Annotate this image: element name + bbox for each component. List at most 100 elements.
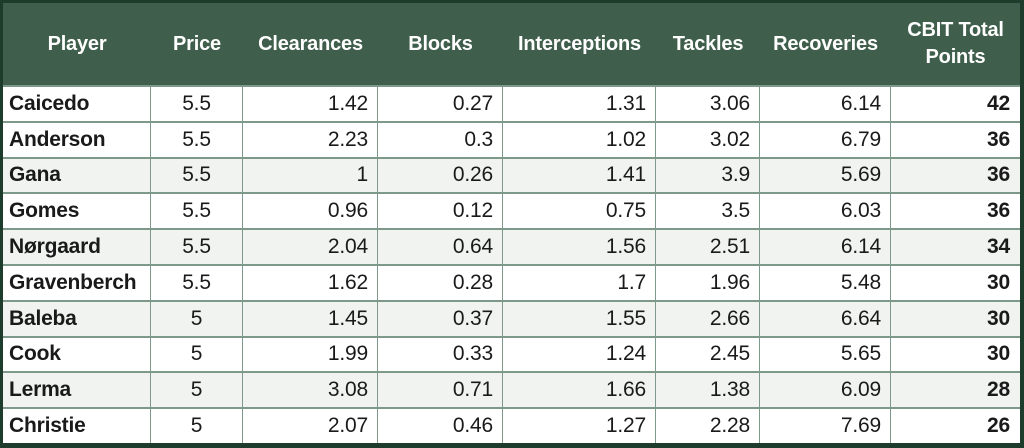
clearances-cell: 1.42: [243, 87, 378, 121]
interceptions-cell: 1.66: [503, 373, 656, 408]
blocks-cell: 0.46: [378, 409, 503, 443]
col-header-cbit-total: CBIT Total Points: [907, 19, 1004, 68]
interceptions-cell: 1.24: [503, 337, 656, 372]
table-row: Gana 5.5 1 0.26 1.41 3.9 5.69 36: [3, 158, 1020, 195]
tackles-cell: 1.96: [656, 265, 760, 300]
table-row: Nørgaard 5.5 2.04 0.64 1.56 2.51 6.14 34: [3, 230, 1020, 266]
col-header-player: Player: [47, 32, 107, 55]
interceptions-cell: 1.27: [503, 409, 656, 443]
price-cell: 5: [151, 409, 243, 443]
table-row: Gomes 5.5 0.96 0.12 0.75 3.5 6.03 36: [3, 194, 1020, 231]
cbit-total-cell: 30: [987, 270, 1010, 294]
price-cell: 5.5: [151, 230, 243, 264]
table-header-row: Player Price Clearances Blocks Intercept…: [3, 3, 1020, 87]
cbit-total-cell: 28: [987, 378, 1010, 402]
cbit-total-cell: 36: [987, 199, 1010, 223]
player-name-cell: Nørgaard: [3, 230, 151, 264]
recoveries-cell: 7.69: [760, 409, 891, 443]
interceptions-cell: 0.75: [503, 194, 656, 229]
recoveries-cell: 6.14: [760, 230, 891, 264]
clearances-cell: 3.08: [243, 373, 378, 408]
cbit-total-cell: 26: [987, 414, 1010, 438]
interceptions-cell: 1.56: [503, 230, 656, 264]
player-name-cell: Cook: [3, 337, 151, 372]
table-row: Cook 5 1.99 0.33 1.24 2.45 5.65 30: [3, 337, 1020, 374]
cbit-total-cell: 42: [987, 91, 1010, 115]
tackles-cell: 2.51: [656, 230, 760, 264]
recoveries-cell: 5.69: [760, 158, 891, 193]
clearances-cell: 0.96: [243, 194, 378, 229]
price-cell: 5.5: [151, 265, 243, 300]
blocks-cell: 0.37: [378, 301, 503, 336]
price-cell: 5.5: [151, 158, 243, 193]
recoveries-cell: 6.64: [760, 301, 891, 336]
blocks-cell: 0.26: [378, 158, 503, 193]
clearances-cell: 1.99: [243, 337, 378, 372]
recoveries-cell: 6.14: [760, 87, 891, 121]
cbit-total-cell: 30: [987, 306, 1010, 330]
tackles-cell: 2.66: [656, 301, 760, 336]
cbit-total-cell: 36: [987, 127, 1010, 151]
player-name-cell: Caicedo: [3, 87, 151, 121]
cbit-total-cell: 36: [987, 163, 1010, 187]
blocks-cell: 0.71: [378, 373, 503, 408]
recoveries-cell: 5.65: [760, 337, 891, 372]
player-name-cell: Baleba: [3, 301, 151, 336]
table-row: Gravenberch 5.5 1.62 0.28 1.7 1.96 5.48 …: [3, 265, 1020, 302]
interceptions-cell: 1.55: [503, 301, 656, 336]
clearances-cell: 2.04: [243, 230, 378, 264]
cbit-total-cell: 34: [987, 235, 1010, 259]
blocks-cell: 0.12: [378, 194, 503, 229]
clearances-cell: 1: [243, 158, 378, 193]
player-name-cell: Lerma: [3, 373, 151, 408]
recoveries-cell: 6.03: [760, 194, 891, 229]
blocks-cell: 0.28: [378, 265, 503, 300]
recoveries-cell: 5.48: [760, 265, 891, 300]
recoveries-cell: 6.09: [760, 373, 891, 408]
table-row: Baleba 5 1.45 0.37 1.55 2.66 6.64 30: [3, 301, 1020, 338]
player-name-cell: Anderson: [3, 122, 151, 157]
col-header-recoveries: Recoveries: [773, 32, 878, 55]
table-row: Caicedo 5.5 1.42 0.27 1.31 3.06 6.14 42: [3, 87, 1020, 123]
clearances-cell: 1.45: [243, 301, 378, 336]
table-row: Christie 5 2.07 0.46 1.27 2.28 7.69 26: [3, 409, 1020, 443]
col-header-clearances: Clearances: [258, 32, 363, 55]
cbit-total-cell: 30: [987, 342, 1010, 366]
player-name-cell: Gravenberch: [3, 265, 151, 300]
tackles-cell: 1.38: [656, 373, 760, 408]
tackles-cell: 2.28: [656, 409, 760, 443]
price-cell: 5: [151, 337, 243, 372]
player-name-cell: Gana: [3, 158, 151, 193]
blocks-cell: 0.3: [378, 122, 503, 157]
table-body: Caicedo 5.5 1.42 0.27 1.31 3.06 6.14 42 …: [3, 87, 1020, 443]
tackles-cell: 3.5: [656, 194, 760, 229]
blocks-cell: 0.64: [378, 230, 503, 264]
col-header-interceptions: Interceptions: [518, 32, 641, 55]
tackles-cell: 3.06: [656, 87, 760, 121]
price-cell: 5: [151, 301, 243, 336]
tackles-cell: 3.02: [656, 122, 760, 157]
price-cell: 5.5: [151, 87, 243, 121]
interceptions-cell: 1.31: [503, 87, 656, 121]
table-row: Lerma 5 3.08 0.71 1.66 1.38 6.09 28: [3, 373, 1020, 410]
player-name-cell: Gomes: [3, 194, 151, 229]
tackles-cell: 2.45: [656, 337, 760, 372]
player-name-cell: Christie: [3, 409, 151, 443]
tackles-cell: 3.9: [656, 158, 760, 193]
clearances-cell: 1.62: [243, 265, 378, 300]
col-header-blocks: Blocks: [408, 32, 473, 55]
price-cell: 5.5: [151, 122, 243, 157]
col-header-price: Price: [173, 32, 221, 55]
recoveries-cell: 6.79: [760, 122, 891, 157]
interceptions-cell: 1.02: [503, 122, 656, 157]
interceptions-cell: 1.7: [503, 265, 656, 300]
blocks-cell: 0.27: [378, 87, 503, 121]
clearances-cell: 2.23: [243, 122, 378, 157]
interceptions-cell: 1.41: [503, 158, 656, 193]
clearances-cell: 2.07: [243, 409, 378, 443]
col-header-tackles: Tackles: [672, 32, 744, 55]
blocks-cell: 0.33: [378, 337, 503, 372]
price-cell: 5: [151, 373, 243, 408]
table-row: Anderson 5.5 2.23 0.3 1.02 3.02 6.79 36: [3, 122, 1020, 159]
